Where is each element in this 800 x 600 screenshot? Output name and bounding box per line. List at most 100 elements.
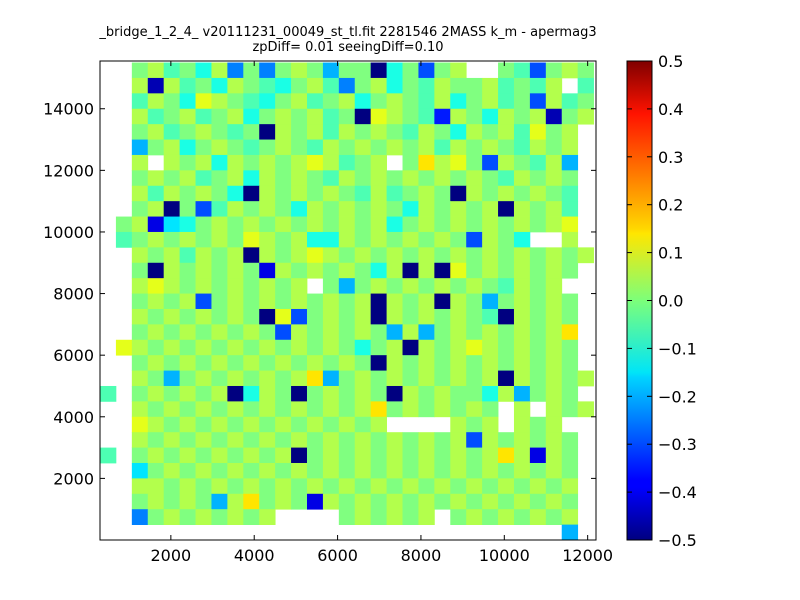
x-axis: 2000 4000 6000 8000 10000 12000	[150, 61, 613, 565]
heatmap-cell	[322, 170, 340, 187]
heatmap-cell	[275, 324, 292, 341]
heatmap-cell	[434, 385, 451, 402]
heatmap-cell	[418, 308, 435, 325]
heatmap-cell	[561, 185, 579, 202]
heatmap-cell	[291, 231, 308, 248]
heatmap-cell	[386, 401, 403, 418]
heatmap-cell	[561, 139, 579, 156]
heatmap-cell	[322, 108, 340, 125]
heatmap-cell	[434, 293, 451, 310]
heatmap-cell	[179, 509, 196, 525]
heatmap-cell	[306, 77, 324, 94]
heatmap-cell	[275, 93, 292, 110]
heatmap-cell	[227, 231, 244, 248]
heatmap-cell	[386, 262, 403, 279]
heatmap-cell	[291, 432, 308, 448]
heatmap-cell	[322, 293, 340, 310]
heatmap-cell	[354, 462, 372, 479]
heatmap-cell	[418, 124, 435, 140]
heatmap-cell	[131, 247, 149, 264]
heatmap-cell	[529, 77, 547, 94]
heatmap-cell	[147, 293, 165, 310]
heatmap-cell	[163, 385, 181, 402]
heatmap-cell	[434, 216, 451, 233]
heatmap-cell	[275, 355, 292, 371]
heatmap-cell	[498, 308, 515, 325]
heatmap-cell	[386, 324, 403, 341]
heatmap-cell	[545, 139, 563, 156]
heatmap-cell	[227, 278, 244, 294]
heatmap-cell	[354, 216, 372, 233]
heatmap-cell	[386, 77, 403, 94]
heatmap-cell	[513, 201, 531, 217]
heatmap-cell	[131, 432, 149, 448]
heatmap-cell	[259, 185, 276, 202]
colorbar-tick-label: −0.4	[658, 483, 697, 502]
heatmap-cell	[243, 139, 260, 156]
heatmap-cell	[179, 370, 196, 387]
heatmap-cell	[131, 139, 149, 156]
heatmap-cell	[482, 77, 499, 94]
heatmap-cell	[482, 93, 499, 110]
heatmap-cell	[275, 462, 292, 479]
heatmap-cell	[513, 262, 531, 279]
heatmap-cell	[466, 293, 483, 310]
heatmap-cell	[131, 370, 149, 387]
heatmap-cell	[338, 216, 356, 233]
heatmap-cell	[195, 308, 212, 325]
heatmap-cell	[243, 401, 260, 418]
heatmap-cell	[322, 447, 340, 464]
heatmap-cell	[529, 447, 547, 464]
heatmap-cell	[450, 154, 467, 171]
heatmap-cell	[386, 293, 403, 310]
heatmap-cell	[338, 339, 356, 356]
heatmap-cell	[418, 478, 435, 495]
heatmap-cell	[450, 478, 467, 495]
heatmap-cell	[370, 493, 387, 510]
heatmap-cell	[243, 216, 260, 233]
heatmap-cell	[434, 308, 451, 325]
heatmap-cell	[243, 493, 260, 510]
heatmap-cell	[131, 93, 149, 110]
heatmap-cell	[211, 201, 228, 217]
heatmap-cell	[402, 124, 419, 140]
heatmap-cell	[513, 108, 531, 125]
heatmap-cell	[545, 185, 563, 202]
y-tick-label: 14000	[43, 100, 94, 119]
heatmap-cell	[243, 247, 260, 264]
heatmap-cell	[179, 432, 196, 448]
heatmap-cell	[529, 509, 547, 525]
heatmap-cell	[163, 324, 181, 341]
heatmap-cell	[386, 247, 403, 264]
heatmap-cell	[322, 278, 340, 294]
heatmap-cell	[179, 170, 196, 187]
heatmap-cell	[243, 324, 260, 341]
heatmap-cell	[147, 401, 165, 418]
heatmap-cell	[147, 416, 165, 433]
heatmap-cell	[466, 247, 483, 264]
heatmap-cell	[115, 231, 133, 248]
heatmap-cell	[466, 139, 483, 156]
heatmap-cell	[322, 124, 340, 140]
heatmap-cell	[275, 478, 292, 495]
heatmap-cell	[466, 185, 483, 202]
heatmap-cell	[498, 231, 515, 248]
heatmap-cell	[163, 124, 181, 140]
heatmap-cell	[306, 231, 324, 248]
heatmap-cell	[195, 231, 212, 248]
heatmap-cell	[386, 355, 403, 371]
heatmap-cell	[498, 77, 515, 94]
heatmap-cell	[370, 139, 387, 156]
heatmap-cell	[354, 370, 372, 387]
heatmap-cell	[259, 124, 276, 140]
heatmap-cell	[418, 293, 435, 310]
heatmap-cell	[466, 124, 483, 140]
heatmap-cell	[243, 509, 260, 525]
heatmap-cell	[386, 185, 403, 202]
heatmap-cell	[163, 355, 181, 371]
heatmap-cell	[561, 401, 579, 418]
heatmap-cell	[466, 154, 483, 171]
heatmap-cell	[259, 216, 276, 233]
heatmap-cell	[498, 93, 515, 110]
heatmap-cell	[354, 355, 372, 371]
